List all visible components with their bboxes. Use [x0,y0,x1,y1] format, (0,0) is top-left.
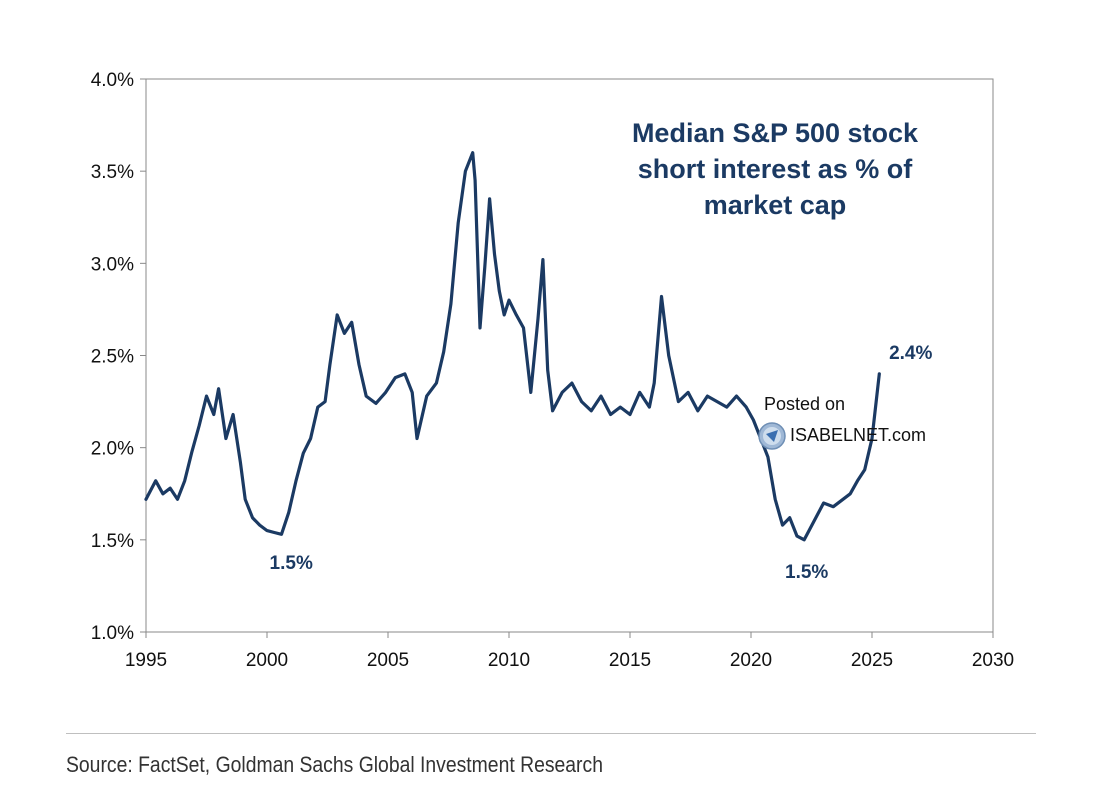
y-tick-label-1: 1.5% [91,531,134,552]
chart: 1.0% 1.5% 2.0% 2.5% 3.0% 3.5% 4.0% 1995 2000 200… [91,70,1014,671]
globe-icon [758,422,786,450]
y-tick-label-3: 2.5% [91,347,134,368]
x-tick-label-3: 2010 [488,650,530,671]
x-tick-label-1: 2000 [246,650,288,671]
chart-title-line-2: short interest as % of [638,154,914,184]
y-axis: 1.0% 1.5% 2.0% 2.5% 3.0% 3.5% 4.0% [91,70,146,644]
y-tick-label-2: 2.0% [91,439,134,460]
watermark-line-2: ISABELNET.com [790,425,926,445]
chart-title-line-1: Median S&P 500 stock [632,118,919,148]
watermark: Posted on ISABELNET.com [758,394,926,450]
plot-area [145,78,994,633]
y-tick-label-4: 3.0% [91,254,134,275]
x-tick-label-0: 1995 [125,650,167,671]
y-tick-label-5: 3.5% [91,162,134,183]
annotation-label-0: 1.5% [270,553,313,574]
watermark-line-1: Posted on [764,394,845,414]
source-note: Source: FactSet, Goldman Sachs Global In… [66,752,603,777]
x-axis: 1995 2000 2005 2010 2015 2020 2025 2030 [125,632,1014,671]
y-tick-label-6: 4.0% [91,70,134,91]
annotation-label-2: 2.4% [889,343,932,364]
annotations: 1.5% 1.5% 2.4% [270,343,933,583]
x-tick-label-5: 2020 [730,650,772,671]
divider [66,733,1036,734]
x-tick-label-2: 2005 [367,650,409,671]
chart-title-line-3: market cap [704,190,847,220]
x-tick-label-6: 2025 [851,650,893,671]
x-tick-label-4: 2015 [609,650,651,671]
x-tick-label-7: 2030 [972,650,1014,671]
y-tick-label-0: 1.0% [91,623,134,644]
series-line-short-interest [144,151,881,542]
annotation-label-1: 1.5% [785,562,828,583]
